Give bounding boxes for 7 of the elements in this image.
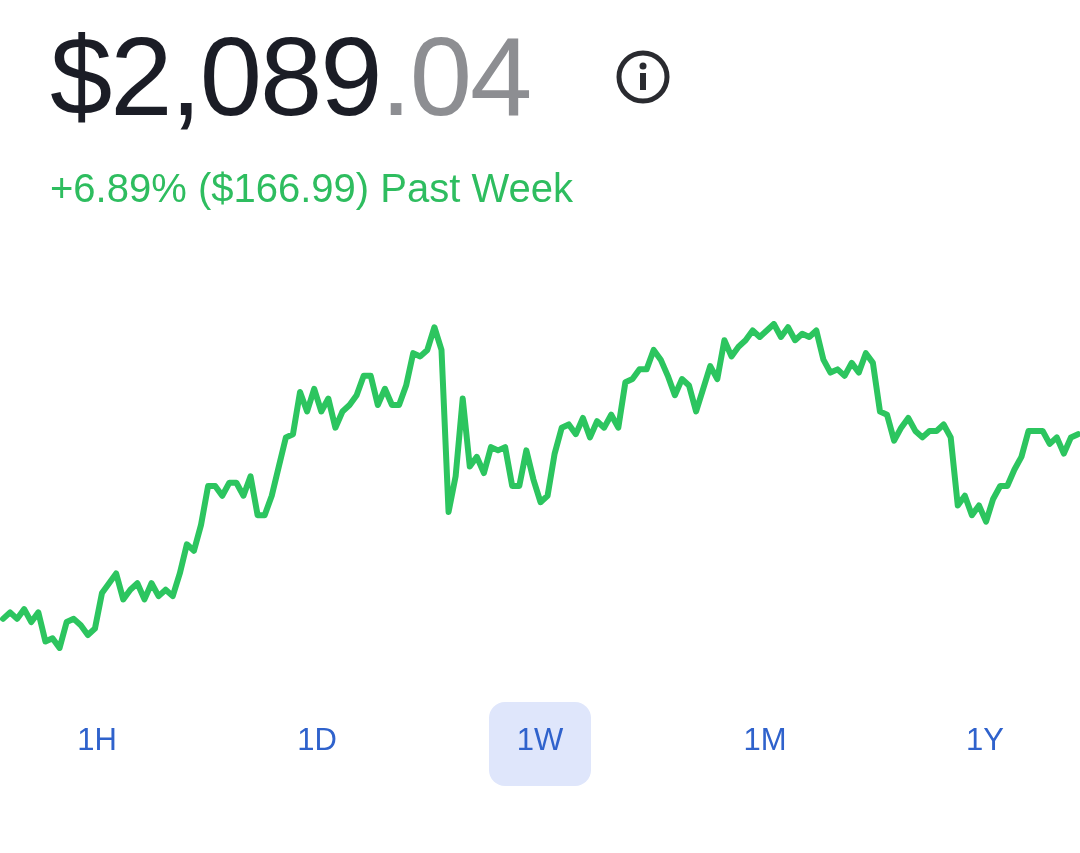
- text: 1W: [516, 722, 564, 758]
- text: 1M: [743, 722, 787, 758]
- text: 1H: [77, 722, 117, 758]
- chart-title: $2,089.04: [50, 14, 531, 139]
- chart-subtitle: +6.89% ($166.99) Past Week: [50, 166, 573, 211]
- text: 1D: [297, 722, 337, 758]
- text: 1Y: [966, 722, 1004, 758]
